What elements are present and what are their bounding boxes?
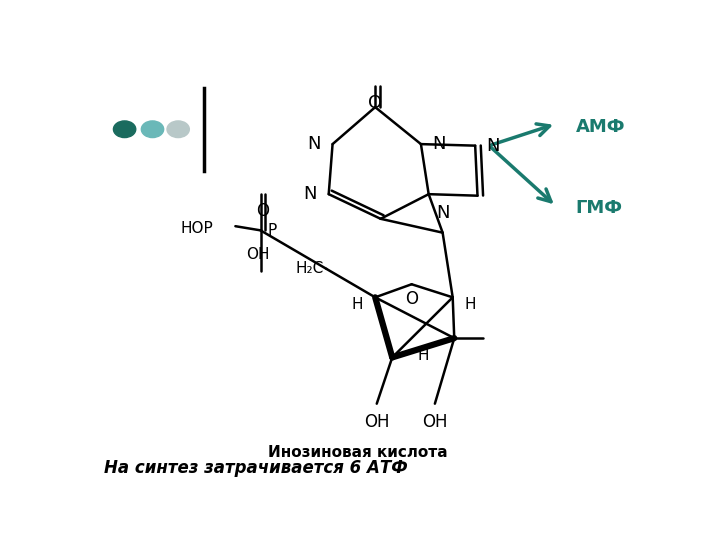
Text: P: P xyxy=(267,223,276,238)
Text: OH: OH xyxy=(246,247,269,262)
Text: N: N xyxy=(486,137,500,154)
Text: N: N xyxy=(436,204,449,222)
Text: H₂C: H₂C xyxy=(295,261,323,276)
Circle shape xyxy=(114,121,136,138)
Text: O: O xyxy=(256,201,269,220)
Text: N: N xyxy=(432,135,446,153)
Text: ГМФ: ГМФ xyxy=(575,199,623,217)
Text: H: H xyxy=(418,348,429,363)
Text: H: H xyxy=(465,298,477,312)
Circle shape xyxy=(167,121,189,138)
Text: O: O xyxy=(405,291,418,308)
Circle shape xyxy=(141,121,163,138)
Text: АМФ: АМФ xyxy=(575,118,625,136)
Text: N: N xyxy=(303,185,316,203)
Text: H: H xyxy=(351,298,363,312)
Text: HOP: HOP xyxy=(180,221,213,236)
Text: На синтез затрачивается 6 АТФ: На синтез затрачивается 6 АТФ xyxy=(104,459,408,477)
Text: N: N xyxy=(307,135,320,153)
Text: OH: OH xyxy=(422,413,448,431)
Text: Инозиновая кислота: Инозиновая кислота xyxy=(268,445,448,460)
Text: O: O xyxy=(368,94,382,112)
Text: OH: OH xyxy=(364,413,390,431)
